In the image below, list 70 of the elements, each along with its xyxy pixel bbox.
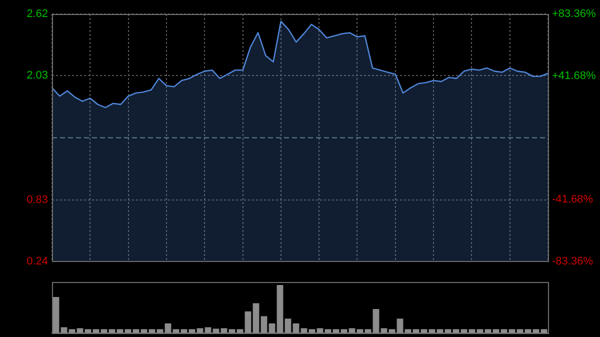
bar (228, 329, 236, 333)
bar (204, 327, 212, 333)
bar (260, 316, 268, 333)
y-tick-label: 0.24 (26, 255, 48, 268)
bar (236, 329, 244, 333)
bar (540, 329, 548, 333)
bar (52, 297, 60, 333)
bar (84, 329, 92, 333)
bar (340, 329, 348, 333)
bar (372, 309, 380, 333)
y-tick-label: 0.83 (26, 194, 48, 206)
bar (308, 329, 316, 333)
bar (148, 329, 156, 333)
bar (108, 329, 116, 333)
bar (476, 329, 484, 333)
bar (500, 329, 508, 333)
bar (76, 328, 84, 333)
bar (404, 329, 412, 333)
y2-tick-label: +83.36% (552, 8, 596, 20)
bar (396, 318, 404, 333)
bar (508, 329, 516, 333)
y2-tick-label: +41.68% (552, 70, 596, 82)
bar (364, 329, 372, 333)
bar (436, 329, 444, 333)
bar (332, 329, 340, 333)
bar (132, 329, 140, 333)
bar (220, 328, 228, 333)
bar (116, 329, 124, 333)
bar (124, 329, 132, 333)
bar (452, 329, 460, 333)
y-tick-label: 2.62 (26, 8, 48, 20)
bar (524, 329, 532, 333)
bar (292, 323, 300, 333)
bar (492, 329, 500, 333)
bar (68, 329, 76, 333)
bar (516, 329, 524, 333)
bar (316, 328, 324, 333)
bar (276, 285, 284, 333)
bar (156, 329, 164, 333)
bar (196, 328, 204, 333)
bar (100, 329, 108, 333)
y2-tick-label: -83.36% (552, 255, 594, 268)
bar (532, 329, 540, 333)
bar (428, 329, 436, 333)
bar (244, 311, 252, 333)
bar (348, 328, 356, 333)
y2-tick-label: -41.68% (552, 194, 594, 206)
bar (252, 303, 260, 333)
bar (412, 329, 420, 333)
bar (60, 327, 68, 333)
bar (212, 328, 220, 333)
bar (444, 329, 452, 333)
bar (460, 329, 468, 333)
bar (188, 329, 196, 333)
bar (300, 328, 308, 333)
bar (140, 329, 148, 333)
bar (468, 329, 476, 333)
bar (484, 329, 492, 333)
bar (92, 329, 100, 333)
bar (380, 328, 388, 333)
bar (324, 329, 332, 333)
bar (420, 329, 428, 333)
bar (172, 329, 180, 333)
bar (388, 329, 396, 333)
bar (164, 323, 172, 333)
bar (180, 329, 188, 333)
bar (284, 318, 292, 333)
bar (356, 329, 364, 333)
bar (268, 323, 276, 333)
y-tick-label: 2.03 (26, 69, 48, 82)
